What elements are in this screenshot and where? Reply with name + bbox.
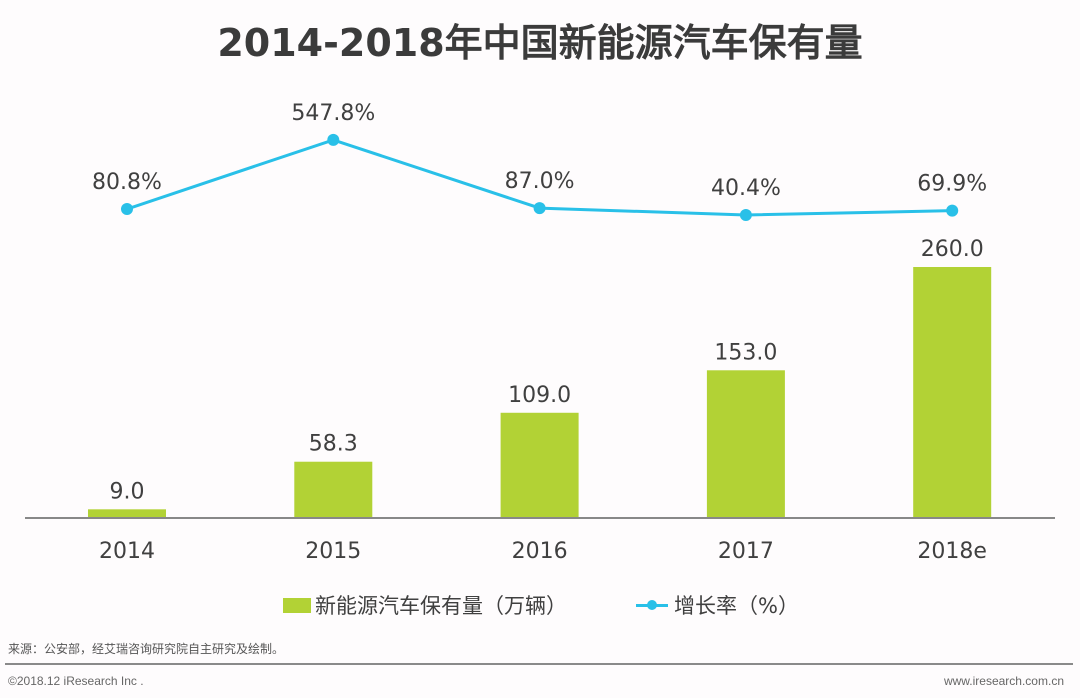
bar (294, 461, 373, 518)
growth-value-label: 87.0% (505, 169, 575, 194)
growth-value-label: 547.8% (291, 101, 375, 126)
legend-swatch-line (636, 599, 668, 610)
growth-point (327, 133, 340, 146)
chart-title: 2014-2018年中国新能源汽车保有量 (217, 21, 863, 65)
growth-value-label: 80.8% (92, 170, 162, 195)
x-tick-label: 2014 (99, 539, 155, 564)
footer-divider (5, 663, 1073, 665)
growth-point (533, 202, 546, 215)
bar (706, 370, 785, 518)
bar (88, 509, 166, 518)
legend-swatch-bar (283, 597, 311, 613)
legend-item-growth: 增长率（%） (636, 590, 799, 620)
x-tick-label: 2018e (917, 539, 987, 564)
chart-plot: 9.0 58.3 109.0 153.0 260.0 2014 2015 2016 2017 2… (25, 101, 1055, 564)
website-link[interactable]: www.iresearch.com.cn (943, 674, 1064, 688)
growth-value-label: 40.4% (711, 176, 781, 201)
bar (913, 267, 992, 518)
bar-value-label: 153.0 (714, 340, 777, 365)
growth-point (739, 209, 752, 221)
x-tick-label: 2017 (718, 539, 774, 564)
bar-value-label: 9.0 (110, 479, 145, 504)
growth-point (121, 203, 133, 216)
bar-value-label: 109.0 (508, 383, 571, 408)
bar (500, 412, 579, 518)
bar-value-label: 260.0 (921, 237, 984, 262)
copyright-text: ©2018.12 iResearch Inc . (8, 674, 144, 688)
legend-label-growth: 增长率（%） (674, 594, 799, 618)
x-tick-label: 2016 (512, 539, 568, 564)
x-tick-label: 2015 (305, 539, 361, 564)
source-note: 来源：公安部，经艾瑞咨询研究院自主研究及绘制。 (8, 642, 285, 656)
bar-value-label: 58.3 (309, 432, 358, 457)
growth-value-label: 69.9% (917, 172, 987, 197)
legend: 新能源汽车保有量（万辆） 增长率（%） (0, 590, 1080, 620)
legend-item-stock: 新能源汽车保有量（万辆） (283, 590, 567, 620)
growth-point (946, 204, 959, 217)
legend-label-stock: 新能源汽车保有量（万辆） (315, 594, 567, 618)
